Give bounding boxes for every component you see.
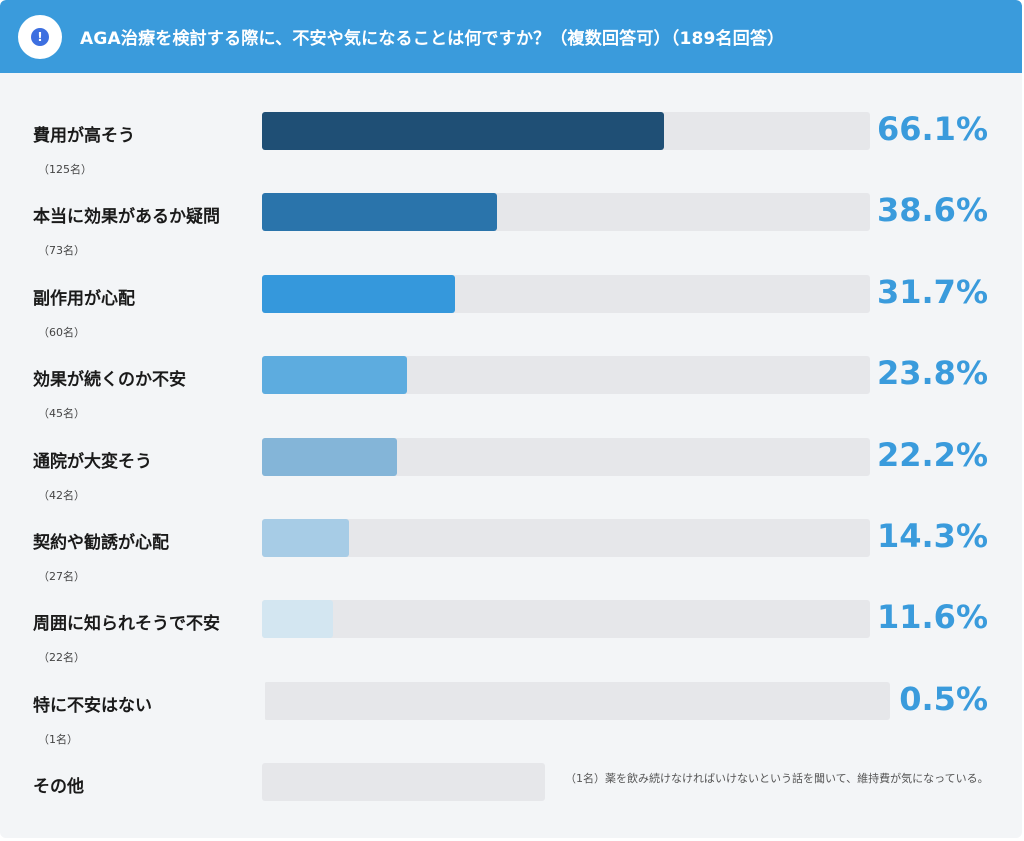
survey-header: ! AGA治療を検討する際に、不安や気になることは何ですか？（複数回答可）（18… bbox=[0, 0, 1022, 73]
bar-track-effect-duration bbox=[262, 356, 870, 394]
category-label-other: その他 bbox=[33, 777, 84, 797]
bar-track-no-concern bbox=[265, 682, 890, 720]
bar-track-side-effect bbox=[262, 275, 870, 313]
bar-effect-duration bbox=[262, 356, 407, 394]
category-label-contract: 契約や勧誘が心配 bbox=[33, 533, 169, 553]
bar-track-other bbox=[262, 763, 545, 801]
percent-label-visits: 22.2% bbox=[876, 436, 988, 474]
survey-title: AGA治療を検討する際に、不安や気になることは何ですか？（複数回答可）（189名… bbox=[80, 29, 785, 49]
respondent-count-effect-doubt: （73名） bbox=[38, 244, 85, 257]
category-label-privacy: 周囲に知られそうで不安 bbox=[33, 614, 220, 634]
bar-track-contract bbox=[262, 519, 870, 557]
respondent-count-effect-duration: （45名） bbox=[38, 407, 85, 420]
bar-privacy bbox=[262, 600, 333, 638]
bar-track-privacy bbox=[262, 600, 870, 638]
category-label-visits: 通院が大変そう bbox=[33, 452, 152, 472]
question-badge: ! bbox=[18, 15, 62, 59]
category-label-no-concern: 特に不安はない bbox=[33, 696, 152, 716]
category-label-side-effect: 副作用が心配 bbox=[33, 289, 135, 309]
bar-no-concern bbox=[265, 682, 269, 720]
bar-side-effect bbox=[262, 275, 455, 313]
respondent-count-privacy: （22名） bbox=[38, 651, 85, 664]
other-answer-note: （1名）薬を飲み続けなければいけないという話を聞いて、維持費が気になっている。 bbox=[565, 772, 989, 785]
percent-label-privacy: 11.6% bbox=[876, 598, 988, 636]
percent-label-contract: 14.3% bbox=[876, 517, 988, 555]
bar-contract bbox=[262, 519, 349, 557]
respondent-count-no-concern: （1名） bbox=[38, 733, 78, 746]
percent-label-side-effect: 31.7% bbox=[876, 273, 988, 311]
bar-effect-doubt bbox=[262, 193, 497, 231]
respondent-count-contract: （27名） bbox=[38, 570, 85, 583]
exclamation-icon: ! bbox=[31, 28, 49, 46]
bar-visits bbox=[262, 438, 397, 476]
respondent-count-visits: （42名） bbox=[38, 489, 85, 502]
respondent-count-cost: （125名） bbox=[38, 163, 92, 176]
percent-label-no-concern: 0.5% bbox=[899, 680, 988, 718]
bar-track-cost bbox=[262, 112, 870, 150]
percent-label-cost: 66.1% bbox=[876, 110, 988, 148]
bar-track-effect-doubt bbox=[262, 193, 870, 231]
category-label-effect-duration: 効果が続くのか不安 bbox=[33, 370, 186, 390]
percent-label-effect-duration: 23.8% bbox=[876, 354, 988, 392]
bar-track-visits bbox=[262, 438, 870, 476]
percent-label-effect-doubt: 38.6% bbox=[876, 191, 988, 229]
bar-cost bbox=[262, 112, 664, 150]
respondent-count-side-effect: （60名） bbox=[38, 326, 85, 339]
category-label-effect-doubt: 本当に効果があるか疑問 bbox=[33, 207, 220, 227]
category-label-cost: 費用が高そう bbox=[33, 126, 135, 146]
